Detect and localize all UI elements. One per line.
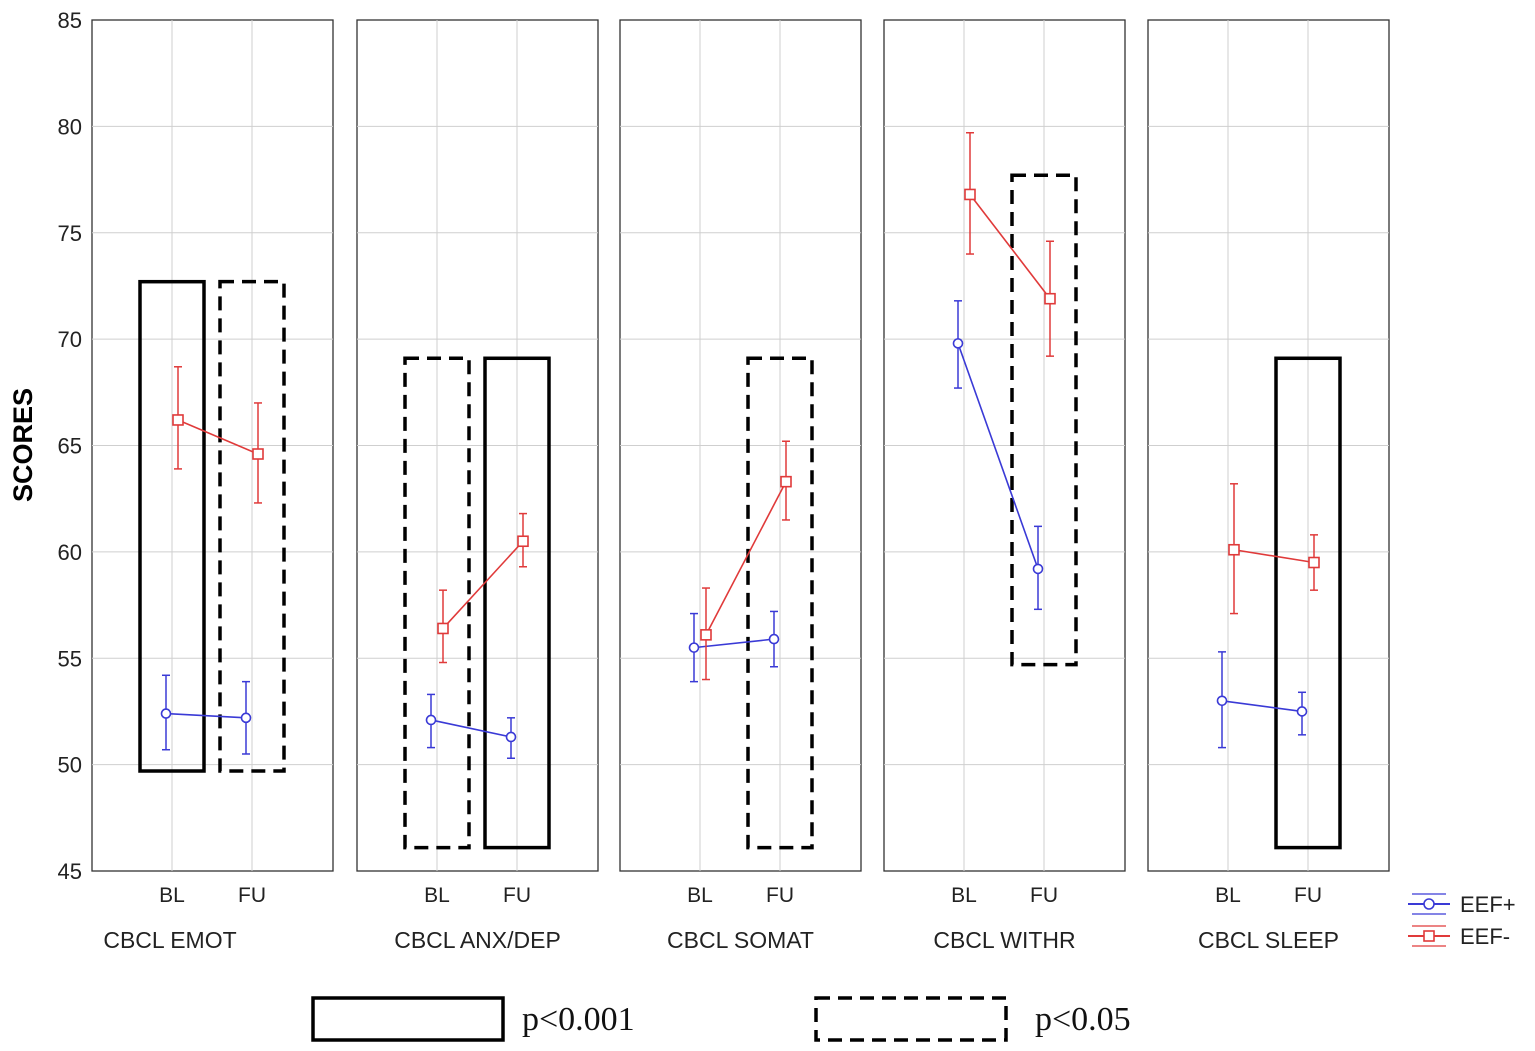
series-line-eefminus: [705, 481, 787, 636]
series-line-eefminus: [1233, 548, 1315, 564]
data-point-circle: [688, 642, 700, 653]
significance-box: [1274, 356, 1342, 850]
x-tick-label: FU: [1294, 884, 1322, 907]
significance-box: [403, 356, 471, 850]
data-point-square: [252, 448, 264, 460]
data-point-square: [437, 622, 449, 635]
panel-title: CBCL SLEEP: [1198, 927, 1339, 953]
x-tick-label: BL: [1215, 884, 1241, 907]
significance-box: [1010, 173, 1078, 667]
significance-key-box-dashed: [814, 996, 1008, 1042]
series-line-eefminus: [442, 540, 524, 630]
panel-title: CBCL WITHR: [933, 927, 1075, 953]
y-axis-label: SCORES: [8, 388, 38, 502]
y-tick-label: 70: [58, 327, 82, 352]
x-tick-label: BL: [424, 884, 450, 907]
data-point-circle: [240, 712, 252, 724]
legend-marker-square: [1423, 930, 1435, 942]
panel-cbcl-somat: BL FU CBCL SOMAT: [619, 19, 862, 953]
data-point-square: [172, 414, 184, 426]
significance-key-box-solid: [311, 996, 505, 1042]
panel-cbcl-anx-dep: BL FU CBCL ANX/DEP: [356, 19, 599, 953]
legend: EEF+ EEF-: [1408, 892, 1516, 949]
significance-box: [483, 356, 551, 850]
significance-key-label: p<0.001: [522, 1001, 635, 1038]
y-tick-label: 50: [58, 753, 82, 778]
data-point-square: [700, 629, 712, 641]
data-point-circle: [1216, 695, 1228, 707]
data-point-circle: [1296, 706, 1308, 717]
x-tick-label: FU: [1030, 884, 1058, 907]
y-tick-label: 60: [58, 540, 82, 565]
series-line-eefminus: [969, 193, 1051, 300]
panel-title: CBCL EMOT: [103, 927, 236, 953]
data-point-circle: [768, 633, 780, 645]
x-tick-label: BL: [687, 884, 713, 907]
data-point-square: [517, 535, 529, 548]
data-point-square: [780, 475, 792, 488]
significance-box: [218, 279, 286, 773]
series-line-eefminus: [177, 419, 259, 455]
panel-title: CBCL ANX/DEP: [394, 927, 561, 953]
legend-label: EEF+: [1460, 892, 1516, 917]
data-point-circle: [952, 338, 964, 349]
data-point-circle: [425, 714, 437, 726]
y-axis: 45 50 55 60 65 70 75 80 85: [58, 8, 82, 884]
y-tick-label: 55: [58, 646, 82, 671]
y-tick-label: 85: [58, 8, 82, 33]
panel-title: CBCL SOMAT: [667, 927, 814, 953]
x-tick-label: FU: [503, 884, 531, 907]
significance-box: [138, 279, 206, 773]
y-tick-label: 80: [58, 114, 82, 139]
panel-cbcl-sleep: BL FU CBCL SLEEP: [1147, 19, 1390, 953]
significance-key-label: p<0.05: [1035, 1001, 1131, 1038]
significance-key: p<0.001 p<0.05: [311, 996, 1131, 1042]
data-point-square: [964, 188, 976, 201]
x-tick-label: FU: [238, 884, 266, 907]
y-tick-label: 75: [58, 221, 82, 246]
x-tick-label: BL: [159, 884, 185, 907]
series-line-eefplus: [430, 719, 512, 738]
legend-marker-circle: [1423, 898, 1435, 910]
series-line-eefplus: [1221, 700, 1303, 713]
y-tick-label: 45: [58, 859, 82, 884]
data-point-circle: [505, 731, 517, 743]
data-point-square: [1308, 556, 1320, 569]
significance-box: [746, 356, 814, 850]
legend-label: EEF-: [1460, 924, 1510, 949]
data-point-circle: [160, 708, 172, 719]
data-point-square: [1044, 292, 1056, 305]
panel-cbcl-withr: BL FU CBCL WITHR: [883, 19, 1126, 953]
data-point-square: [1228, 543, 1240, 556]
x-tick-label: FU: [766, 884, 794, 907]
series-line-eefplus: [693, 638, 775, 649]
series-line-eefplus: [165, 712, 247, 719]
series-line-eefplus: [957, 343, 1039, 570]
x-tick-label: BL: [951, 884, 977, 907]
data-point-circle: [1032, 563, 1044, 575]
y-tick-label: 65: [58, 434, 82, 459]
